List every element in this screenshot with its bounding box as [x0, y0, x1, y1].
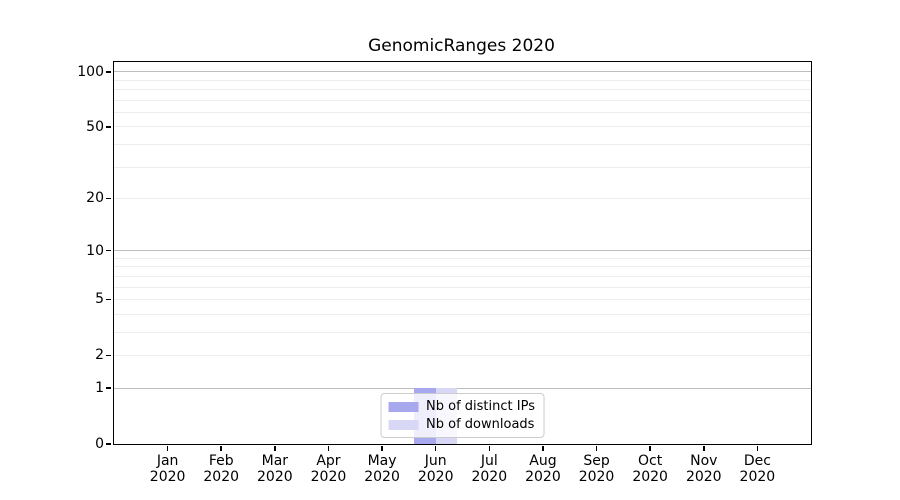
x-tick-year: 2020 — [632, 469, 668, 485]
y-tick-label: 0 — [95, 436, 104, 452]
y-tick-label: 10 — [86, 242, 104, 259]
plot-area: Nb of distinct IPs Nb of downloads 0 1 2 5 1… — [77, 61, 812, 485]
y-tick-label: 20 — [86, 190, 104, 207]
x-tick-year: 2020 — [364, 469, 400, 485]
y-tick-mark — [106, 298, 111, 301]
minor-gridline — [114, 298, 811, 300]
minor-gridline — [114, 99, 811, 101]
x-tick-month: Feb — [208, 453, 234, 469]
x-tick-month: Sep — [583, 453, 610, 469]
legend-swatch-distinct-ips — [388, 401, 419, 412]
legend-swatch-downloads — [388, 419, 419, 430]
y-tick-mark — [106, 197, 111, 200]
y-tick-label: 100 — [77, 63, 104, 80]
legend-label-downloads: Nb of downloads — [426, 417, 535, 432]
x-tick-mark — [274, 445, 276, 451]
minor-gridline — [114, 275, 811, 277]
minor-gridline — [114, 197, 811, 199]
x-tick-month: Jan — [156, 453, 179, 469]
x-tick-label: Jul 2020 — [459, 453, 519, 485]
legend-label-distinct-ips: Nb of distinct IPs — [426, 399, 535, 414]
minor-gridline — [114, 286, 811, 288]
minor-gridline — [114, 354, 811, 356]
x-tick-year: 2020 — [257, 469, 293, 485]
x-tick-year: 2020 — [739, 469, 776, 485]
minor-gridline — [114, 331, 811, 333]
x-tick-mark — [220, 445, 222, 451]
major-gridline — [114, 250, 811, 252]
x-tick-label: Aug 2020 — [513, 453, 573, 485]
x-tick-mark — [434, 445, 437, 451]
minor-gridline — [114, 89, 811, 91]
x-tick-label: Jun 2020 — [406, 453, 466, 485]
x-tick-year: 2020 — [149, 469, 186, 485]
minor-gridline — [114, 126, 811, 128]
y-tick-mark — [106, 387, 111, 389]
x-tick-mark — [166, 445, 169, 451]
x-tick-mark — [542, 445, 544, 451]
x-tick-month: Aug — [529, 453, 557, 469]
y-tick-mark — [106, 443, 111, 445]
x-tick-mark — [756, 445, 759, 451]
y-tick-label: 2 — [95, 347, 104, 364]
x-tick-year: 2020 — [525, 469, 561, 485]
x-tick-year: 2020 — [310, 469, 347, 485]
minor-gridline — [114, 111, 811, 113]
x-tick-label: Sep 2020 — [567, 453, 627, 485]
legend: Nb of distinct IPs Nb of downloads — [380, 393, 545, 438]
y-tick-mark — [106, 71, 111, 73]
x-tick-month: May — [367, 453, 397, 469]
minor-gridline — [114, 79, 811, 81]
minor-gridline — [114, 143, 811, 145]
x-tick-mark — [488, 445, 491, 451]
x-tick-year: 2020 — [471, 469, 508, 485]
minor-gridline — [114, 266, 811, 268]
x-tick-label: Jan 2020 — [138, 453, 198, 485]
x-tick-label: Apr 2020 — [298, 453, 358, 485]
chart-title: GenomicRanges 2020 — [368, 36, 555, 56]
x-tick-month: Mar — [261, 453, 289, 469]
x-tick-year: 2020 — [685, 469, 722, 485]
x-tick-mark — [381, 445, 383, 451]
x-tick-mark — [595, 445, 598, 451]
x-tick-label: Dec 2020 — [727, 453, 787, 485]
major-gridline — [114, 387, 811, 389]
x-tick-label: Oct 2020 — [620, 453, 680, 485]
x-tick-label: Nov 2020 — [674, 453, 734, 485]
x-tick-month: Apr — [316, 453, 341, 469]
major-gridline — [114, 71, 811, 73]
minor-gridline — [114, 313, 811, 315]
x-tick-year: 2020 — [578, 469, 615, 485]
minor-gridline — [114, 166, 811, 168]
x-tick-month: Jul — [480, 453, 498, 469]
x-tick-label: Feb 2020 — [191, 453, 251, 485]
x-tick-label: May 2020 — [352, 453, 412, 485]
x-tick-mark — [327, 445, 330, 451]
legend-item-downloads: Nb of downloads — [388, 417, 535, 432]
y-tick-label: 50 — [86, 118, 104, 135]
legend-item-distinct-ips: Nb of distinct IPs — [388, 399, 535, 414]
x-tick-month: Oct — [638, 453, 663, 469]
x-tick-year: 2020 — [417, 469, 454, 485]
x-tick-year: 2020 — [203, 469, 240, 485]
x-tick-month: Dec — [743, 453, 771, 469]
minor-gridline — [114, 257, 811, 259]
x-tick-month: Jun — [424, 453, 447, 469]
y-tick-mark — [106, 249, 111, 252]
x-tick-mark — [649, 445, 651, 451]
y-tick-label: 1 — [95, 380, 104, 397]
y-tick-mark — [106, 126, 111, 128]
x-tick-mark — [703, 445, 705, 451]
y-tick-mark — [106, 354, 111, 357]
y-tick-label: 5 — [95, 291, 104, 308]
x-tick-month: Nov — [690, 453, 718, 469]
x-tick-label: Mar 2020 — [245, 453, 305, 485]
